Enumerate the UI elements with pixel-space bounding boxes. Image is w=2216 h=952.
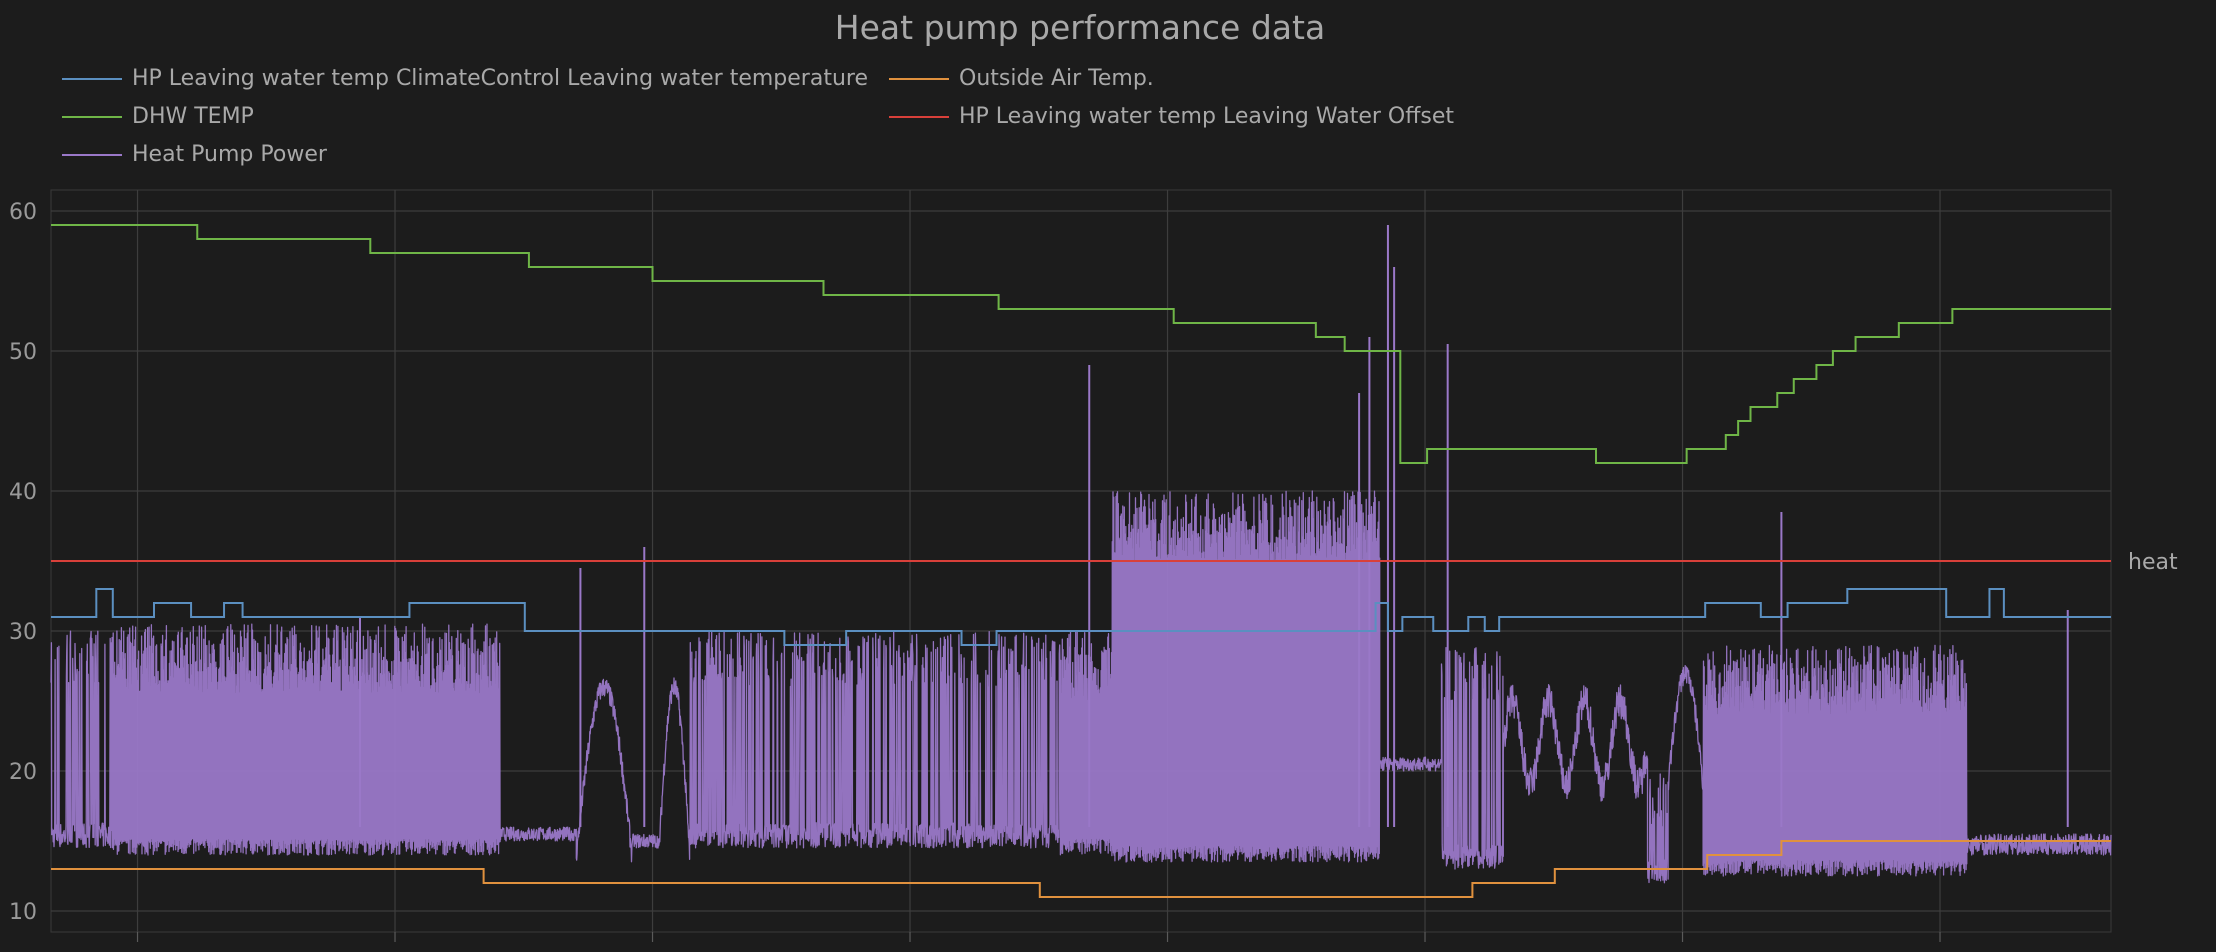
legend-swatch (889, 77, 949, 80)
y-axis: 10 20 30 40 50 60 (9, 200, 37, 925)
legend-item-leaving-water-offset[interactable]: HP Leaving water temp Leaving Water Offs… (889, 104, 1454, 129)
legend-label: Outside Air Temp. (959, 66, 1154, 91)
y-tick-label: 30 (9, 620, 37, 645)
legend-swatch (62, 77, 122, 80)
legend: HP Leaving water temp ClimateControl Lea… (62, 66, 1562, 186)
legend-item-hp-leaving-water-temp[interactable]: HP Leaving water temp ClimateControl Lea… (62, 66, 868, 91)
legend-item-dhw-temp[interactable]: DHW TEMP (62, 104, 254, 129)
legend-swatch (889, 115, 949, 118)
series-line-hp-leaving-water-temp-climatecontrol-leaving-water-temperature (51, 588, 2111, 646)
y-tick-label: 20 (9, 760, 37, 785)
annotation-layer: heat (2128, 550, 2178, 575)
legend-label: HP Leaving water temp Leaving Water Offs… (959, 104, 1454, 129)
series-line-outside-air-temp (51, 840, 2111, 898)
legend-swatch (62, 115, 122, 118)
y-tick-label: 10 (9, 900, 37, 925)
legend-item-outside-air-temp[interactable]: Outside Air Temp. (889, 66, 1154, 91)
legend-label: DHW TEMP (132, 104, 254, 129)
y-tick-label: 60 (9, 200, 37, 225)
annotation-label: heat (2128, 550, 2178, 575)
series-line-dhw-temp (51, 224, 2111, 464)
legend-label: HP Leaving water temp ClimateControl Lea… (132, 66, 869, 91)
series-line-heat-pump-power (50, 490, 2112, 884)
y-tick-label: 40 (9, 480, 37, 505)
legend-label: Heat Pump Power (132, 142, 327, 167)
legend-swatch (62, 153, 122, 156)
legend-item-heat-pump-power[interactable]: Heat Pump Power (62, 142, 327, 167)
y-tick-label: 50 (9, 340, 37, 365)
chart-title: Heat pump performance data (834, 8, 1326, 47)
series-layer (50, 224, 2112, 898)
